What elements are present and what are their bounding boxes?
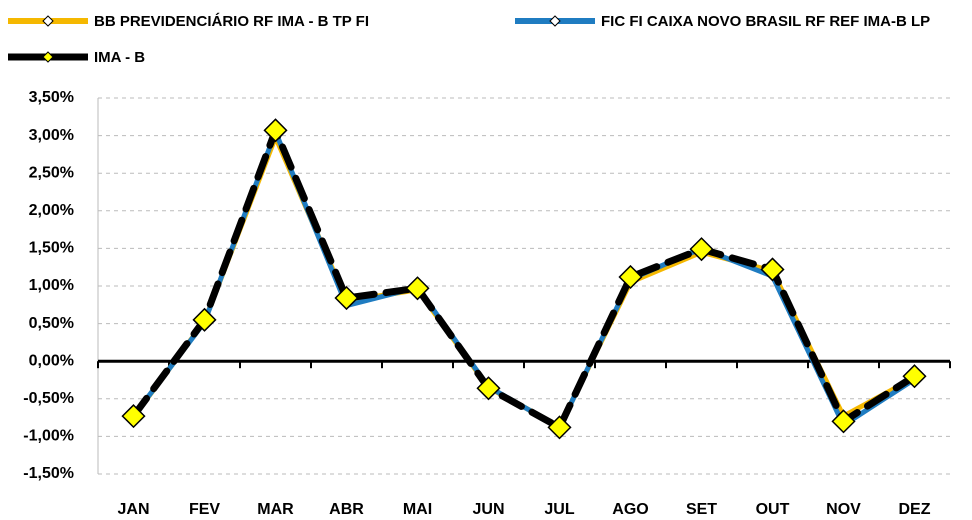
y-tick-label: -1,00% <box>23 428 74 445</box>
marker <box>263 118 288 143</box>
y-tick-label: 3,00% <box>29 127 74 144</box>
legend-marker <box>42 51 54 63</box>
x-tick-label: JAN <box>117 501 149 518</box>
x-tick-label: NOV <box>826 501 861 518</box>
marker <box>547 415 572 440</box>
x-tick-label: MAI <box>403 501 432 518</box>
marker <box>618 264 643 290</box>
marker <box>689 237 714 262</box>
y-tick-label: 0,00% <box>29 352 74 369</box>
x-tick-label: DEZ <box>899 501 931 518</box>
marker <box>405 276 430 301</box>
x-tick-label: JUN <box>472 501 504 518</box>
y-tick-label: 2,00% <box>29 202 74 219</box>
y-tick-label: 0,50% <box>29 315 74 332</box>
legend-marker <box>549 15 561 27</box>
x-tick-label: OUT <box>756 501 790 518</box>
y-tick-label: 1,00% <box>29 277 74 294</box>
series-line <box>131 134 917 430</box>
y-tick-label: 3,50% <box>29 89 74 106</box>
x-tick-label: MAR <box>257 501 294 518</box>
marker <box>831 409 856 434</box>
marker <box>121 404 146 429</box>
series-line <box>131 129 917 430</box>
x-tick-label: AGO <box>612 501 648 518</box>
x-tick-label: JUL <box>544 501 574 518</box>
marker <box>334 285 359 311</box>
legend: BB PREVIDENCIÁRIO RF IMA - B TP FI FIC FI… <box>8 13 930 66</box>
legend-label: FIC FI CAIXA NOVO BRASIL RF REF IMA-B LP <box>601 13 930 30</box>
legend-label: BB PREVIDENCIÁRIO RF IMA - B TP FI <box>94 13 369 30</box>
marker <box>902 364 927 389</box>
marker <box>476 376 501 401</box>
x-tick-label: FEV <box>189 501 220 518</box>
legend-marker <box>42 15 54 27</box>
series-line <box>130 126 918 431</box>
marker <box>192 307 217 332</box>
y-tick-label: -0,50% <box>23 390 74 407</box>
x-tick-label: SET <box>686 501 717 518</box>
y-tick-label: 2,50% <box>29 164 74 181</box>
y-tick-label: 1,50% <box>29 240 74 257</box>
y-tick-label: -1,50% <box>23 465 74 482</box>
marker <box>760 257 785 282</box>
legend-label: IMA - B <box>94 49 145 66</box>
x-tick-label: ABR <box>329 501 364 518</box>
